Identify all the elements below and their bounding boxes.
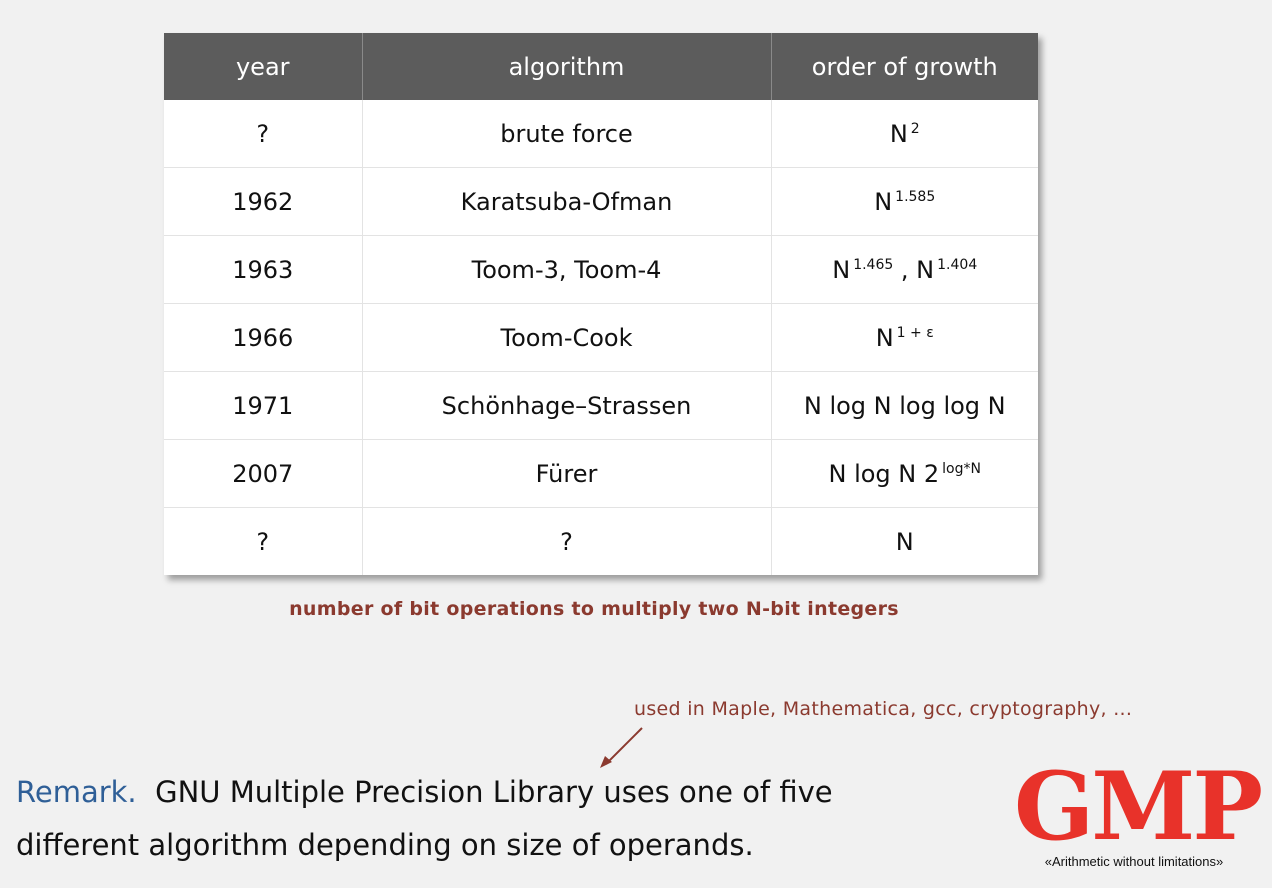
growth-exponent: log*N (942, 460, 981, 477)
table-row: ? brute force N 2 (164, 100, 1038, 168)
growth-exponent: 2 (910, 120, 920, 137)
cell-algorithm: brute force (362, 100, 772, 168)
table-header-row: year algorithm order of growth (164, 33, 1038, 100)
algorithm-table: year algorithm order of growth ? brute fo… (164, 33, 1038, 575)
header-algorithm: algorithm (362, 33, 772, 100)
table-row: 1963 Toom-3, Toom-4 N 1.465 , N 1.404 (164, 235, 1038, 304)
cell-algorithm: Karatsuba-Ofman (362, 167, 772, 236)
cell-year: ? (164, 507, 363, 575)
cell-order-of-growth: N log N log log N (771, 371, 1038, 440)
growth-exponent: 1 + ε (896, 324, 934, 341)
growth-base: N (895, 527, 914, 556)
remark-keyword: Remark. (16, 775, 137, 809)
growth-base: N (875, 323, 894, 352)
growth-exponent: 1.404 (937, 256, 978, 273)
growth-base: N log N 2 (828, 459, 940, 488)
table-row: 1971 Schönhage–Strassen N log N log log N (164, 371, 1038, 440)
growth-base: N (874, 187, 893, 216)
cell-order-of-growth: N log N 2 log*N (771, 439, 1038, 508)
growth-base: N (889, 119, 908, 148)
remark-line-2: different algorithm depending on size of… (16, 828, 754, 862)
table-row: 2007 Fürer N log N 2 log*N (164, 439, 1038, 508)
table-body: ? brute force N 2 1962 Karatsuba-Ofman N 1.585 1… (164, 100, 1038, 575)
arrow-icon (600, 727, 643, 768)
table-row: 1966 Toom-Cook N 1 + ε (164, 303, 1038, 372)
growth-base: , N (893, 255, 935, 284)
cell-order-of-growth: N (771, 507, 1038, 575)
remark-line-1: Remark. GNU Multiple Precision Library u… (16, 766, 833, 819)
cell-year: 1962 (164, 167, 363, 236)
cell-algorithm: ? (362, 507, 772, 575)
cell-order-of-growth: N 1.585 (771, 167, 1038, 236)
growth-exponent: 1.465 (853, 256, 894, 273)
cell-year: 1963 (164, 235, 363, 304)
cell-order-of-growth: N 1.465 , N 1.404 (771, 235, 1038, 304)
gmp-logo: GMP «Arithmetic without limitations» (1014, 752, 1263, 880)
algorithm-table-card: year algorithm order of growth ? brute fo… (164, 33, 1038, 575)
header-year: year (164, 33, 363, 100)
growth-exponent: 1.585 (895, 188, 936, 205)
cell-algorithm: Schönhage–Strassen (362, 371, 772, 440)
gmp-tagline: «Arithmetic without limitations» (1044, 854, 1224, 869)
table-row: ?? N (164, 507, 1038, 575)
header-order-of-growth: order of growth (771, 33, 1038, 100)
cell-algorithm: Toom-3, Toom-4 (362, 235, 772, 304)
cell-year: 2007 (164, 439, 363, 508)
gmp-logo-text: GMP (1014, 752, 1263, 862)
usage-note: used in Maple, Mathematica, gcc, cryptog… (634, 698, 1133, 720)
growth-base: N log N log log N (803, 391, 1006, 420)
cell-year: 1971 (164, 371, 363, 440)
cell-year: 1966 (164, 303, 363, 372)
cell-algorithm: Toom-Cook (362, 303, 772, 372)
remark-line-1-text: GNU Multiple Precision Library uses one … (155, 775, 833, 809)
cell-year: ? (164, 100, 363, 168)
growth-base: N (832, 255, 851, 284)
table-row: 1962 Karatsuba-Ofman N 1.585 (164, 167, 1038, 236)
cell-algorithm: Fürer (362, 439, 772, 508)
remark-text: Remark. GNU Multiple Precision Library u… (16, 766, 833, 872)
table-caption: number of bit operations to multiply two… (289, 598, 899, 620)
